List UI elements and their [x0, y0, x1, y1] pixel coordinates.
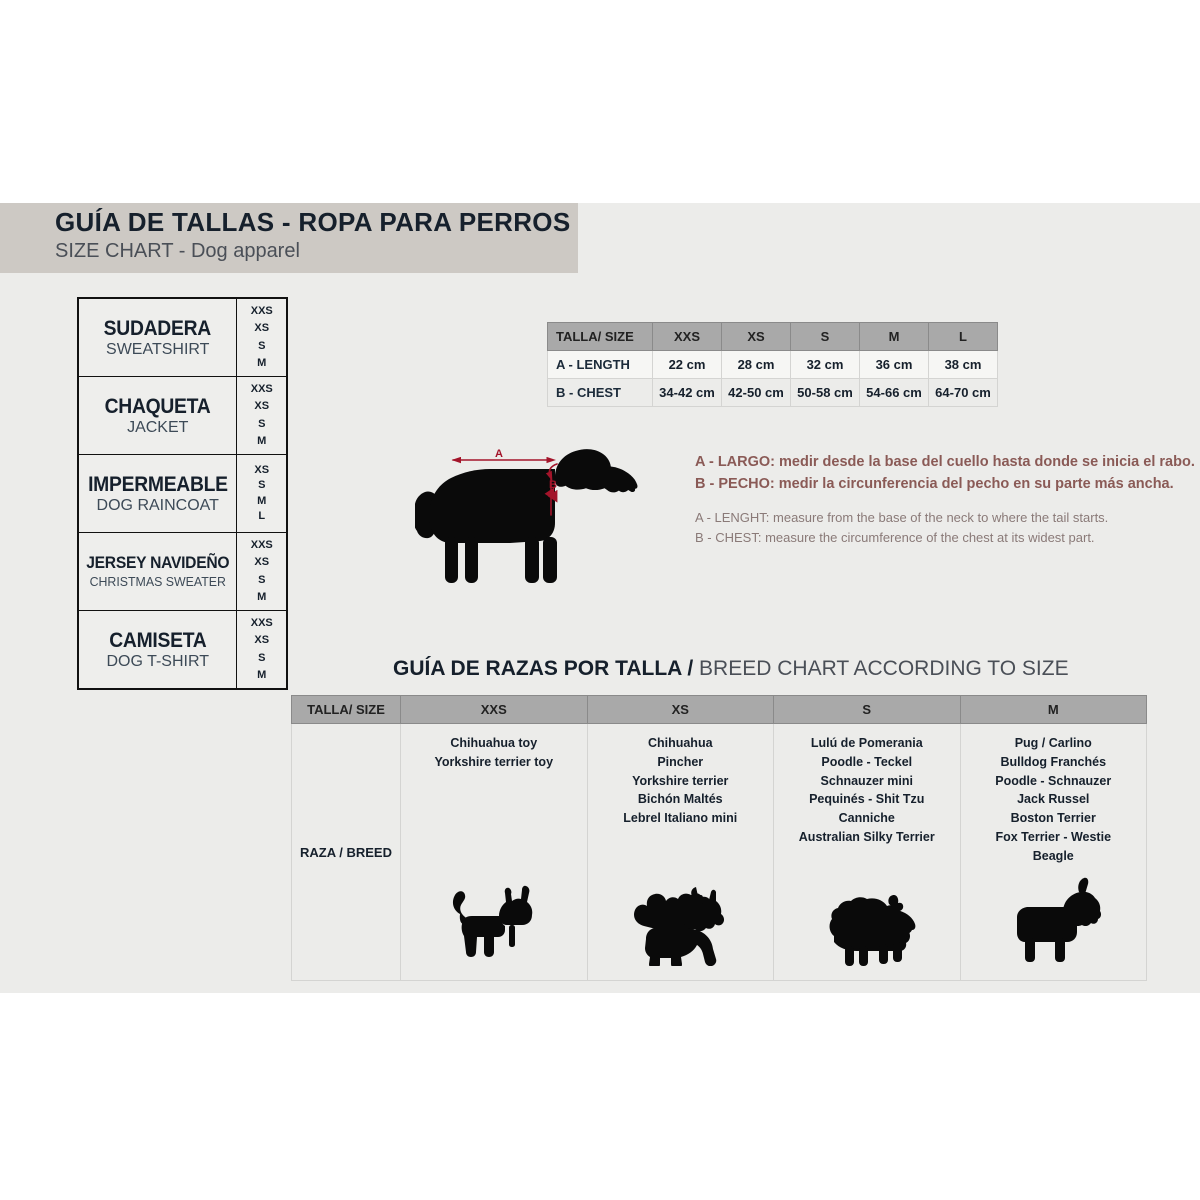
svg-text:B: B [549, 479, 557, 491]
svg-text:A: A [495, 448, 503, 460]
